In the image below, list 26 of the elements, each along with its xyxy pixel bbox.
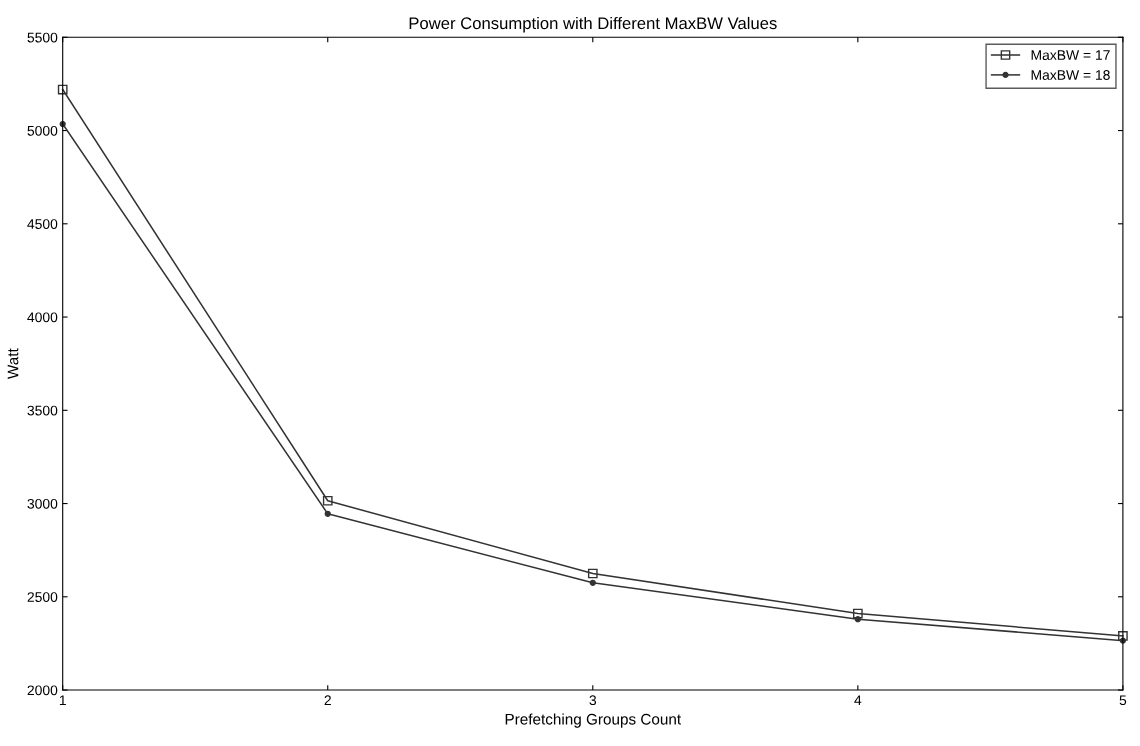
x-tick-label: 3 bbox=[589, 695, 597, 706]
x-tick-label: 4 bbox=[854, 695, 862, 705]
y-tick-label: 3000 bbox=[27, 498, 58, 509]
x-tick-label: 2 bbox=[324, 695, 331, 705]
y-tick-label: 2000 bbox=[27, 685, 58, 696]
point bbox=[57, 84, 68, 95]
point bbox=[322, 495, 333, 506]
x-tick-label: 1 bbox=[59, 695, 66, 705]
y-tick-label: 4500 bbox=[27, 219, 58, 229]
legend-label: MaxBW = 18 bbox=[1031, 70, 1110, 80]
chart-title: Power Consumption with Different MaxBW Values bbox=[409, 16, 777, 33]
point bbox=[587, 568, 598, 579]
x-axis-title: Prefetching Groups Count bbox=[505, 713, 682, 728]
x-tick-label: 5 bbox=[1119, 695, 1127, 706]
y-tick-label: 4000 bbox=[27, 312, 58, 323]
point bbox=[324, 510, 331, 517]
y-axis-title: Watt bbox=[7, 348, 19, 380]
legend-label: MaxBW = 17 bbox=[1031, 50, 1110, 60]
y-tick-label: 3500 bbox=[27, 405, 58, 416]
point bbox=[852, 608, 863, 619]
point bbox=[589, 579, 596, 586]
y-tick-label: 5000 bbox=[27, 125, 58, 136]
y-tick-label: 2500 bbox=[27, 592, 58, 602]
y-tick-label: 5500 bbox=[27, 32, 58, 43]
point bbox=[1118, 631, 1128, 641]
point bbox=[854, 616, 861, 623]
